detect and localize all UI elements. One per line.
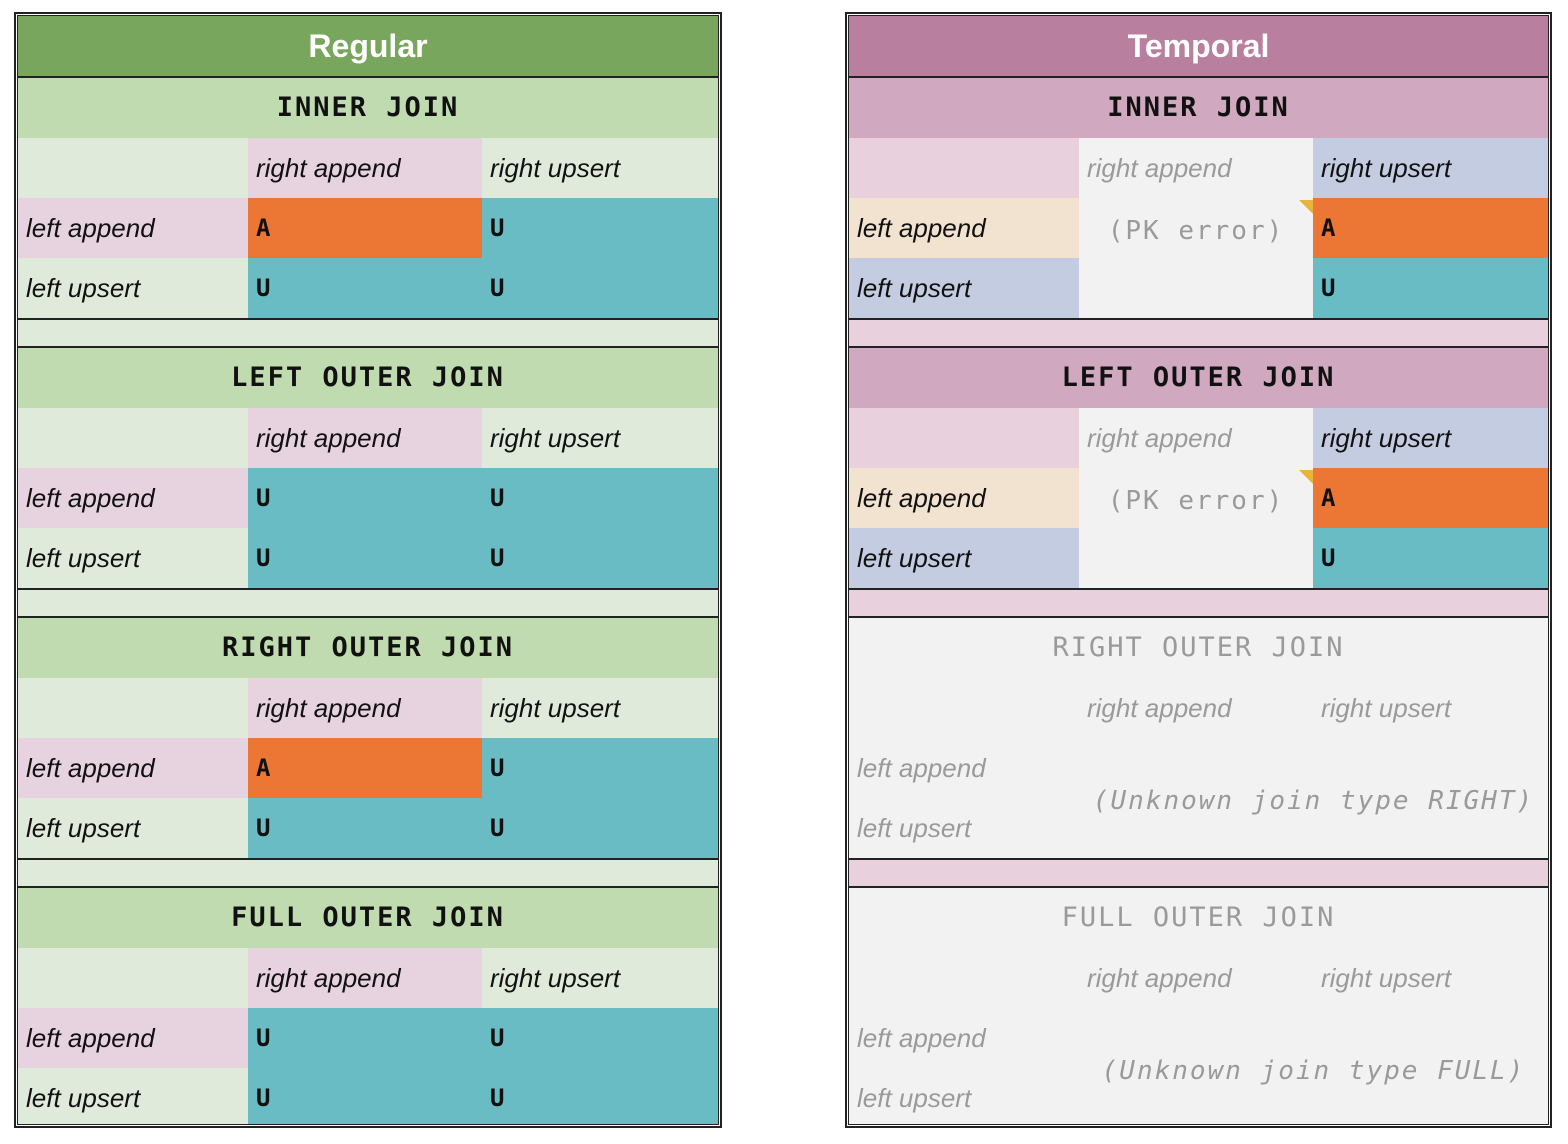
regular-section-gap (18, 320, 718, 346)
regular-result-cell: U (482, 1068, 718, 1124)
temporal-unknown-join-message: (Unknown join type FULL) (1101, 1056, 1526, 1086)
regular-row-header: left upsert (18, 1068, 248, 1124)
regular-col-header: right append (248, 948, 482, 1008)
regular-corner-cell (18, 948, 248, 1008)
regular-result-cell: U (248, 468, 482, 528)
temporal-result-cell: A (1313, 468, 1548, 528)
temporal-result-cell: A (1313, 198, 1548, 258)
temporal-row-header: left append (849, 198, 1079, 258)
temporal-col-header: right upsert (1313, 138, 1548, 198)
temporal-section-gap (849, 320, 1548, 346)
regular-col-header: right append (248, 138, 482, 198)
regular-col-header: right append (248, 678, 482, 738)
regular-section-title: FULL OUTER JOIN (18, 888, 718, 948)
temporal-panel-body: Temporal INNER JOIN right append right ups… (848, 15, 1549, 1125)
temporal-corner-cell (849, 138, 1079, 198)
regular-result-cell: U (482, 738, 718, 798)
regular-result-cell: U (482, 798, 718, 858)
regular-col-header: right upsert (482, 408, 718, 468)
divider (849, 346, 1548, 348)
regular-result-cell: U (482, 258, 718, 318)
regular-result-cell: U (248, 258, 482, 318)
temporal-row-header: left append (849, 468, 1079, 528)
temporal-col-header: right upsert (1313, 408, 1548, 468)
temporal-disabled-section (849, 888, 1548, 1124)
temporal-result-cell: U (1313, 528, 1548, 588)
regular-section-gap (18, 590, 718, 616)
regular-result-cell: U (248, 1008, 482, 1068)
temporal-unknown-join-message: (Unknown join type RIGHT) (1092, 786, 1535, 816)
regular-title: Regular (18, 16, 718, 78)
regular-section-title: INNER JOIN (18, 78, 718, 138)
regular-col-header: right upsert (482, 948, 718, 1008)
regular-corner-cell (18, 408, 248, 468)
regular-row-header: left append (18, 738, 248, 798)
divider (849, 858, 1548, 860)
regular-col-header: right upsert (482, 138, 718, 198)
regular-result-cell: A (248, 738, 482, 798)
temporal-section-title: FULL OUTER JOIN (1061, 902, 1336, 933)
regular-section-title: RIGHT OUTER JOIN (18, 618, 718, 678)
divider (849, 588, 1548, 590)
temporal-corner-cell (849, 408, 1079, 468)
regular-row-header: left append (18, 1008, 248, 1068)
divider (849, 886, 1548, 888)
divider (849, 318, 1548, 320)
regular-row-header: left upsert (18, 258, 248, 318)
comment-marker-icon (1299, 200, 1313, 214)
temporal-col-header-disabled: right append (1079, 138, 1313, 318)
temporal-title: Temporal (849, 16, 1548, 78)
temporal-pk-error: (PK error) (1107, 486, 1285, 516)
temporal-section-gap (849, 590, 1548, 616)
regular-panel-body: Regular INNER JOIN right append right upse… (17, 15, 719, 1125)
regular-col-header: right append (248, 408, 482, 468)
regular-section-gap (18, 860, 718, 886)
regular-corner-cell (18, 678, 248, 738)
regular-result-cell: U (482, 528, 718, 588)
regular-result-cell: U (482, 198, 718, 258)
temporal-section-gap (849, 860, 1548, 886)
regular-section-title: LEFT OUTER JOIN (18, 348, 718, 408)
regular-row-header: left append (18, 468, 248, 528)
temporal-col-header-disabled: right upsert (1321, 693, 1452, 723)
temporal-row-header-disabled: left upsert (857, 813, 972, 843)
regular-corner-cell (18, 138, 248, 198)
temporal-section-title: LEFT OUTER JOIN (849, 348, 1548, 408)
regular-col-header: right upsert (482, 678, 718, 738)
temporal-section-title: RIGHT OUTER JOIN (1052, 632, 1345, 663)
regular-result-cell: U (248, 1068, 482, 1124)
regular-result-cell: U (248, 798, 482, 858)
regular-panel: Regular INNER JOIN right append right upse… (14, 12, 722, 1128)
divider (849, 616, 1548, 618)
regular-row-header: left append (18, 198, 248, 258)
temporal-pk-error: (PK error) (1107, 216, 1285, 246)
regular-result-cell: U (482, 1008, 718, 1068)
divider (18, 886, 718, 888)
divider (18, 858, 718, 860)
temporal-section-title: INNER JOIN (849, 78, 1548, 138)
temporal-panel: Temporal INNER JOIN right append right ups… (845, 12, 1552, 1128)
regular-row-header: left upsert (18, 798, 248, 858)
divider (18, 318, 718, 320)
temporal-col-header-disabled: right upsert (1321, 963, 1452, 993)
temporal-row-header-disabled: left append (857, 753, 986, 783)
comment-marker-icon (1299, 470, 1313, 484)
regular-result-cell: U (482, 468, 718, 528)
divider (18, 588, 718, 590)
regular-row-header: left upsert (18, 528, 248, 588)
regular-result-cell: A (248, 198, 482, 258)
temporal-row-header: left upsert (849, 258, 1079, 318)
temporal-col-header-disabled: right append (1079, 408, 1313, 588)
temporal-disabled-section (849, 618, 1548, 858)
temporal-row-header-disabled: left append (857, 1023, 986, 1053)
temporal-row-header-disabled: left upsert (857, 1083, 972, 1113)
divider (18, 346, 718, 348)
temporal-row-header: left upsert (849, 528, 1079, 588)
temporal-result-cell: U (1313, 258, 1548, 318)
divider (18, 616, 718, 618)
temporal-col-header-disabled: right append (1087, 963, 1232, 993)
regular-result-cell: U (248, 528, 482, 588)
temporal-col-header-disabled: right append (1087, 693, 1232, 723)
